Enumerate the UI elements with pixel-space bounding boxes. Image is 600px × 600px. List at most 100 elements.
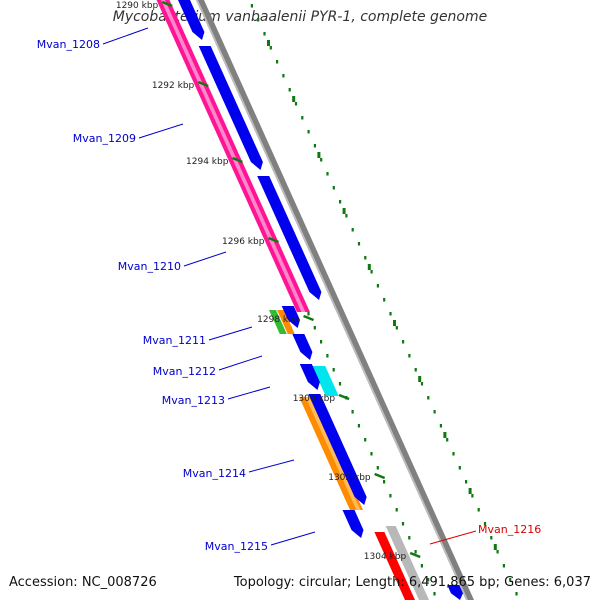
outer-track-dash xyxy=(267,40,270,46)
kbp-tick-mark xyxy=(161,0,173,8)
outer-dotted-track-dot xyxy=(339,200,342,204)
outer-dotted-track-dot xyxy=(458,466,461,470)
gene-label-mvan-1209: Mvan_1209 xyxy=(73,132,136,145)
kbp-tick-mark xyxy=(303,314,315,322)
kbp-ticks: 1290 kbp 1292 kbp 1294 kbp 1296 kbp 1298 kbp… xyxy=(116,0,421,562)
outer-dotted-track-dot xyxy=(502,564,505,568)
gene-label-mvan-1213: Mvan_1213 xyxy=(162,394,225,407)
inner-dotted-track-dot xyxy=(357,424,360,428)
inner-dotted-track-dot xyxy=(307,312,310,316)
outer-dotted-track-dot xyxy=(389,312,392,316)
inner-dotted-track-dot xyxy=(376,466,379,470)
inner-dotted-track-dot xyxy=(313,326,316,330)
inner-dotted-track-dot xyxy=(332,368,335,372)
kbp-tick-mark xyxy=(231,156,243,164)
outer-dotted-track-dot xyxy=(326,172,329,176)
outer-dotted-track-dot xyxy=(250,4,253,8)
outer-dotted-track-dot xyxy=(471,494,474,498)
outer-dotted-track-dot xyxy=(395,326,398,330)
outer-dotted-track-dot xyxy=(433,410,436,414)
backbone-track xyxy=(196,0,474,600)
outer-dotted-track-dot xyxy=(414,368,417,372)
outer-dotted-track-dot xyxy=(490,536,493,540)
gene-label-mvan-1211: Mvan_1211 xyxy=(143,334,206,347)
gene-label-mvan-1216: Mvan_1216 xyxy=(478,523,541,536)
outer-dotted-track-dot xyxy=(483,522,487,526)
outer-dotted-track-dot xyxy=(320,158,323,162)
cds-blue-6 xyxy=(299,364,320,390)
outer-dotted-track-dot xyxy=(515,592,518,596)
outer-dotted-track-dot xyxy=(452,452,455,456)
cds-mvan-1213-cyan xyxy=(312,366,339,396)
outer-dotted-track-dot xyxy=(269,46,272,50)
cds-blue-5 xyxy=(292,334,313,360)
gene-leader-line xyxy=(208,326,253,341)
outer-dotted-track-dot xyxy=(357,242,361,246)
gene-leader-line xyxy=(248,459,295,473)
gene-labels: Mvan_1208 Mvan_1209 Mvan_1210 Mvan_1211 Mvan… xyxy=(37,27,541,553)
outer-dotted-track-dot xyxy=(408,354,411,358)
kbp-tick-label: 1300 kbp xyxy=(293,394,336,404)
kbp-tick-mark xyxy=(374,472,386,480)
outer-dotted-track-dot xyxy=(446,438,449,442)
kbp-tick-mark xyxy=(267,236,279,244)
inner-dotted-track-dot xyxy=(383,480,386,484)
cds-mvan-1211-green xyxy=(269,310,287,334)
cds-blue-8 xyxy=(342,510,364,538)
outer-dotted-track-dot xyxy=(496,550,499,554)
kbp-tick-label: 1298 kbp xyxy=(257,315,300,325)
outer-dotted-track-dot xyxy=(313,144,316,148)
inner-dotted-track-dot xyxy=(326,354,329,358)
outer-dotted-track-dot xyxy=(420,382,424,386)
gene-leader-line xyxy=(102,27,149,45)
outer-dotted-track-dot xyxy=(307,130,310,134)
outer-dotted-track-dot xyxy=(282,74,285,78)
accession-text: Accession: NC_008726 xyxy=(9,575,157,590)
inner-dotted-track-dot xyxy=(370,452,373,456)
outer-track-dash xyxy=(367,264,371,270)
inner-dotted-track-dot xyxy=(433,592,436,596)
outer-dotted-track-dot xyxy=(276,60,279,64)
kbp-tick-mark xyxy=(197,80,209,88)
outer-dotted-track-dot xyxy=(509,578,512,582)
kbp-tick-label: 1294 kbp xyxy=(186,157,229,167)
gene-leader-line xyxy=(429,530,477,545)
inner-dotted-track-dot xyxy=(320,340,323,344)
gene-leader-line xyxy=(138,123,184,139)
kbp-tick-mark xyxy=(409,551,421,559)
cds-mvan-1216-silver xyxy=(385,526,429,600)
kbp-tick-label: 1304 kbp xyxy=(364,552,407,562)
outer-dotted-track-dot xyxy=(477,508,480,512)
cds-blue-3 xyxy=(257,176,322,300)
genome-summary-text: Topology: circular; Length: 6,491,865 bp… xyxy=(233,575,591,590)
outer-dotted-track-dot xyxy=(364,256,367,260)
outer-track-dash xyxy=(317,152,321,158)
cds-blue-1 xyxy=(178,0,205,40)
outer-dotted-track-dot xyxy=(376,284,379,288)
cds-pink-highlight xyxy=(161,0,306,312)
cds-blue-7 xyxy=(308,394,367,505)
inner-dotted-track-dot xyxy=(338,382,342,386)
kbp-tick-label: 1302 kbp xyxy=(328,473,371,483)
gene-leader-line xyxy=(227,386,271,400)
inner-dotted-track-dot xyxy=(414,550,417,554)
cds-blue-4 xyxy=(281,306,300,328)
kbp-tick-label: 1296 kbp xyxy=(222,237,265,247)
outer-dotted-track-dot xyxy=(427,396,430,400)
outer-dotted-track-dot xyxy=(370,270,373,274)
outer-track-dash xyxy=(443,432,447,438)
outer-dotted-track-dot xyxy=(288,88,291,92)
cds-mvan-1216-red xyxy=(374,532,415,600)
kbp-tick-label: 1290 kbp xyxy=(116,1,159,11)
kbp-tick-label: 1292 kbp xyxy=(152,81,195,91)
gene-label-mvan-1215: Mvan_1215 xyxy=(205,540,268,553)
outer-dotted-track-dot xyxy=(263,32,266,36)
outer-dotted-track-dot xyxy=(345,214,348,218)
cds-mvan-1211-orange xyxy=(277,310,295,334)
outer-dotted-track-dot xyxy=(383,298,386,302)
outer-dotted-track-dot xyxy=(257,18,260,22)
outer-track-dash xyxy=(468,488,472,494)
outer-track-dash xyxy=(418,376,422,382)
outer-dotted-track-dot xyxy=(332,186,335,190)
